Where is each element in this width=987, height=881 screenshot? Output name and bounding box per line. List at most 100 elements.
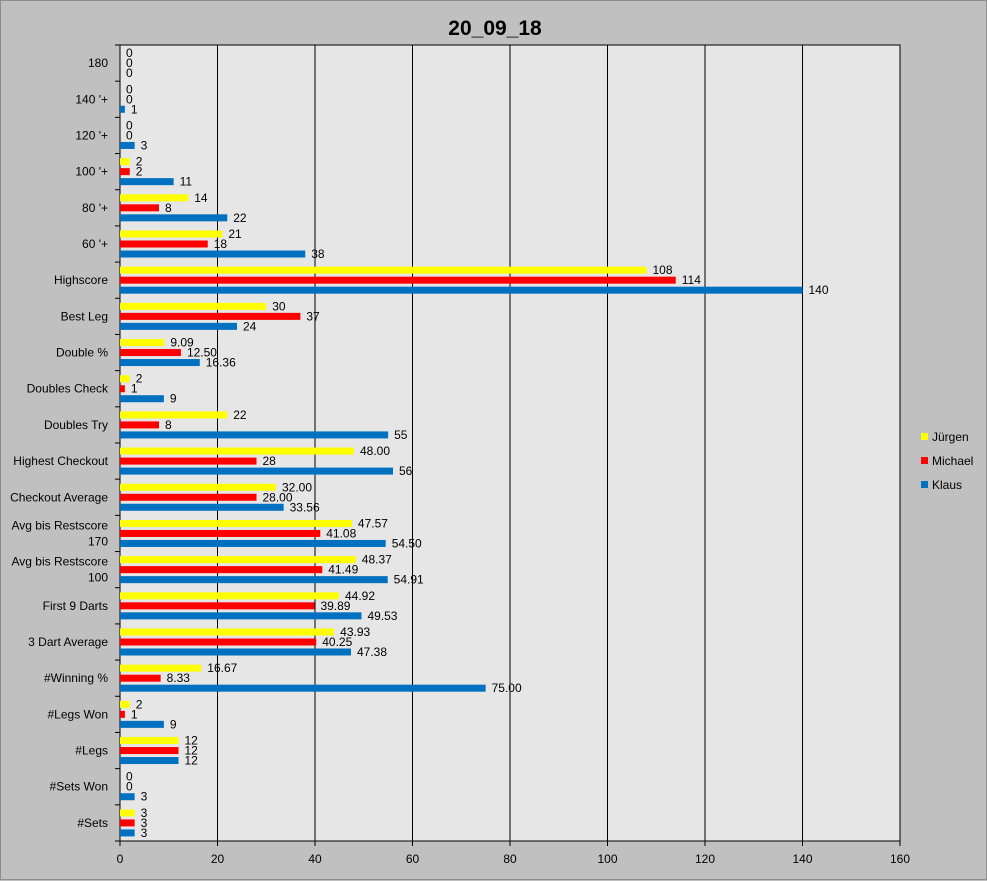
bar [120,612,362,620]
category-axis-labels: 180 140 '+ 120 '+ 100 '+ 80 '+ 60 '+ Highscore… [10,56,109,830]
bar [120,178,174,186]
bar [120,757,179,765]
category-label: Double % [56,346,108,360]
data-label: 0 [126,770,133,784]
bar [120,168,130,176]
data-label: 140 [809,283,829,297]
category-label: 120 '+ [75,128,108,142]
data-label: 14 [194,191,208,205]
data-label: 22 [233,211,247,225]
category-label: 180 [88,56,108,70]
category-label: Highscore [54,273,108,287]
data-label: 33.56 [290,500,320,514]
data-label: 28.00 [263,490,293,504]
data-label: 18 [214,237,228,251]
data-label: 0 [126,82,133,96]
data-label: 0 [126,128,133,142]
data-label: 2 [136,155,143,169]
bar [120,628,335,636]
legend-label: Klaus [932,478,962,492]
bar [120,411,228,419]
x-tick-label: 60 [406,852,420,866]
bar [120,322,237,330]
category-label: 80 '+ [82,201,108,215]
bar [120,684,486,692]
category-label: 100 [88,571,108,585]
data-label: 3 [141,816,148,830]
x-tick-label: 100 [597,852,617,866]
data-label: 47.57 [358,516,388,530]
data-label: 30 [272,299,286,313]
x-tick-label: 0 [117,852,124,866]
x-tick-label: 40 [308,852,322,866]
data-label: 3 [141,138,148,152]
category-label: Doubles Check [27,382,109,396]
x-tick-label: 120 [695,852,715,866]
bar [120,592,339,600]
category-label: First 9 Darts [43,599,108,613]
data-label: 8.33 [167,671,191,685]
bar [120,539,386,547]
data-label: 8 [165,418,172,432]
data-label: 41.08 [326,526,356,540]
bar [120,431,389,439]
category-label: Highest Checkout [13,454,108,468]
bar [120,385,125,393]
bar [120,302,267,310]
data-label: 0 [126,92,133,106]
data-label: 9 [170,717,177,731]
bar [120,266,647,274]
category-label: #Winning % [44,671,108,685]
bar [120,737,179,745]
data-label: 24 [243,319,257,333]
bar [120,556,356,564]
bar [120,286,803,294]
bar [120,339,165,347]
data-label: 54.91 [394,573,424,587]
data-label: 114 [682,273,701,287]
category-label: 60 '+ [82,237,108,251]
data-label: 1 [131,707,138,721]
bar [120,747,179,755]
category-label: 170 [88,534,108,548]
bar [120,359,200,367]
data-label: 49.53 [367,609,397,623]
legend-label: Jürgen [932,430,969,444]
data-label: 21 [228,227,242,241]
bar [120,375,130,383]
data-label: 108 [653,263,673,277]
data-label: 22 [233,408,247,422]
bar [120,204,159,212]
bar [120,141,135,149]
bar [120,105,125,113]
bar [120,421,159,429]
bar [120,483,276,491]
data-label: 75.00 [492,681,522,695]
data-label: 12 [185,734,199,748]
legend: Jürgen Michael Klaus [921,430,973,492]
data-label: 44.92 [345,589,375,603]
data-label: 47.38 [357,645,387,659]
category-label: Doubles Try [44,418,108,432]
legend-swatch [921,433,928,440]
data-label: 0 [126,56,133,70]
bar [120,240,208,248]
bar [120,710,125,718]
x-tick-label: 80 [503,852,517,866]
data-label: 43.93 [340,625,370,639]
category-separators [115,44,120,842]
data-label: 38 [311,247,325,261]
data-label: 11 [180,175,193,189]
bar [120,503,284,511]
category-label: #Legs Won [48,707,109,721]
data-label: 2 [136,165,143,179]
data-label: 0 [126,66,133,80]
data-label: 2 [136,697,143,711]
data-label: 9 [170,392,177,406]
bar [120,602,315,610]
gridlines [119,45,901,846]
category-label: Checkout Average [10,490,108,504]
data-label: 40.25 [322,635,352,649]
